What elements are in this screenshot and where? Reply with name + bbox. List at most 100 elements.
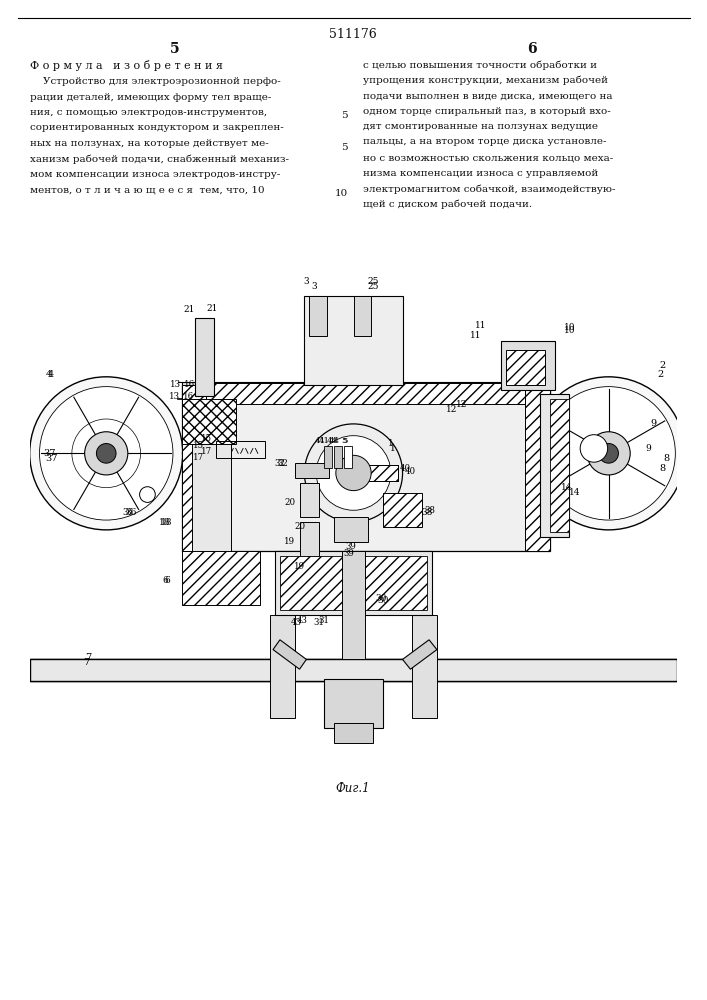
Text: 14: 14	[561, 483, 572, 492]
Text: 43: 43	[297, 616, 308, 625]
Text: 19: 19	[294, 562, 305, 571]
Text: с целью повышения точности обработки и: с целью повышения точности обработки и	[363, 60, 597, 70]
Bar	[550, 399, 569, 532]
Text: 18: 18	[159, 518, 171, 527]
Text: 11: 11	[470, 331, 482, 340]
Text: 6: 6	[162, 576, 168, 585]
Text: 11: 11	[475, 321, 487, 330]
Circle shape	[139, 487, 156, 502]
Text: ментов, о т л и ч а ю щ е е с я  тем, что, 10: ментов, о т л и ч а ю щ е е с я тем, что…	[30, 186, 264, 194]
Text: сориентированных кондуктором и закреплен-: сориентированных кондуктором и закреплен…	[30, 123, 284, 132]
Circle shape	[85, 432, 128, 475]
Polygon shape	[273, 640, 306, 669]
Text: 20: 20	[294, 522, 305, 531]
Bar	[295, 463, 329, 478]
Text: но с возможностью скольжения кольцо меха-: но с возможностью скольжения кольцо меха…	[363, 153, 613, 162]
Text: 41: 41	[319, 437, 329, 445]
Text: 20: 20	[284, 498, 296, 507]
Text: 5: 5	[341, 437, 346, 445]
Text: 41: 41	[315, 437, 326, 445]
Bar	[206, 383, 525, 404]
Text: 1: 1	[390, 444, 396, 453]
Text: Устройство для электроэрозионной перфо-: Устройство для электроэрозионной перфо-	[30, 77, 281, 86]
Text: 30: 30	[375, 594, 387, 603]
Circle shape	[599, 444, 619, 463]
Bar	[506, 350, 545, 385]
Text: 12: 12	[446, 405, 457, 414]
Text: 21: 21	[206, 304, 218, 313]
Circle shape	[580, 435, 607, 462]
Text: 18: 18	[161, 518, 173, 527]
Text: 13: 13	[168, 392, 180, 401]
Text: 2: 2	[658, 370, 664, 379]
Text: 36: 36	[122, 508, 133, 517]
Bar	[525, 385, 550, 551]
Bar	[412, 615, 437, 718]
Bar	[300, 483, 319, 517]
Text: 25: 25	[368, 282, 379, 291]
Text: ния, с помощью электродов-инструментов,: ния, с помощью электродов-инструментов,	[30, 108, 267, 117]
Bar	[310, 296, 327, 336]
Bar	[368, 465, 397, 481]
Text: 37: 37	[43, 449, 56, 458]
Text: 30: 30	[378, 596, 389, 605]
Text: 5: 5	[341, 110, 348, 119]
Circle shape	[96, 444, 116, 463]
Text: 37: 37	[45, 454, 57, 463]
Text: 19: 19	[284, 537, 296, 546]
Text: 15: 15	[193, 441, 204, 450]
Circle shape	[542, 387, 675, 520]
Text: 38: 38	[421, 508, 433, 517]
Text: 15: 15	[201, 434, 212, 443]
Bar	[194, 318, 214, 396]
Text: 2: 2	[660, 361, 666, 370]
Text: 31: 31	[319, 616, 329, 625]
Text: 44: 44	[327, 437, 337, 445]
Bar	[182, 385, 206, 551]
Bar	[182, 399, 235, 444]
Bar	[334, 517, 368, 542]
Text: 5: 5	[342, 437, 347, 445]
Bar	[334, 446, 341, 468]
Text: 36: 36	[125, 508, 136, 517]
Text: 1: 1	[388, 439, 394, 448]
Text: 39: 39	[343, 549, 354, 558]
Text: 44: 44	[328, 437, 339, 445]
Text: 5: 5	[341, 143, 348, 152]
Circle shape	[336, 455, 371, 491]
Text: дят смонтированные на ползунах ведущие: дят смонтированные на ползунах ведущие	[363, 122, 598, 131]
Text: 38: 38	[424, 506, 436, 515]
Bar	[305, 296, 402, 385]
Text: 10: 10	[334, 190, 348, 198]
Text: 9: 9	[645, 444, 650, 453]
Text: 10: 10	[563, 323, 575, 332]
Bar	[324, 679, 383, 728]
Bar	[383, 493, 422, 527]
Text: 7: 7	[83, 658, 90, 667]
Text: 40: 40	[405, 467, 416, 476]
Text: 31: 31	[314, 618, 325, 627]
Text: 511176: 511176	[329, 28, 377, 41]
Bar	[280, 556, 427, 610]
Text: 17: 17	[201, 447, 212, 456]
Text: мом компенсации износа электродов-инстру-: мом компенсации износа электродов-инстру…	[30, 170, 281, 179]
Bar	[540, 394, 569, 537]
Text: 8: 8	[660, 464, 666, 473]
Text: Фиг.1: Фиг.1	[336, 782, 370, 795]
Text: электромагнитом собачкой, взаимодействую-: электромагнитом собачкой, взаимодействую…	[363, 184, 616, 194]
Bar	[30, 659, 677, 681]
Text: 14: 14	[568, 488, 580, 497]
Text: 43: 43	[291, 618, 302, 627]
Text: 12: 12	[456, 400, 467, 409]
Text: 8: 8	[663, 454, 670, 463]
Bar	[275, 551, 432, 615]
Text: 3: 3	[312, 282, 317, 291]
Text: рации деталей, имеющих форму тел враще-: рации деталей, имеющих форму тел враще-	[30, 93, 271, 102]
Bar	[344, 446, 351, 468]
Bar	[354, 296, 371, 336]
Text: 6: 6	[527, 42, 537, 56]
Circle shape	[30, 377, 183, 530]
Text: низма компенсации износа с управляемой: низма компенсации износа с управляемой	[363, 168, 598, 178]
Text: 6: 6	[164, 576, 170, 585]
Text: подачи выполнен в виде диска, имеющего на: подачи выполнен в виде диска, имеющего н…	[363, 91, 612, 100]
